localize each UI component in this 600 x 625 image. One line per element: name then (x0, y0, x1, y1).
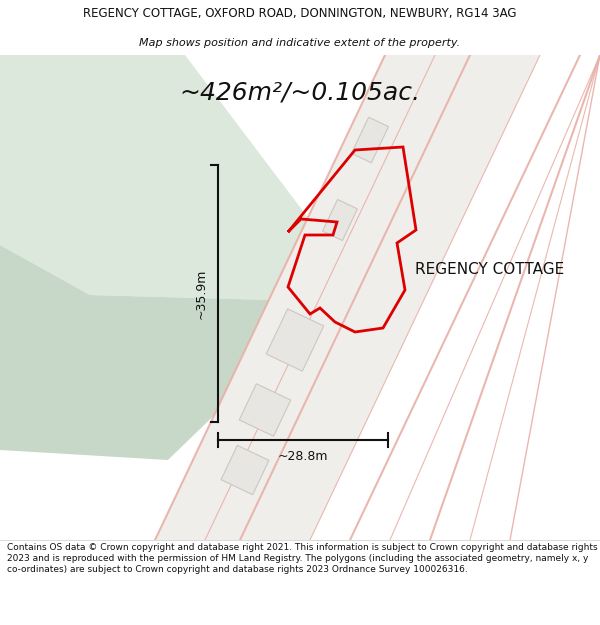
Text: Contains OS data © Crown copyright and database right 2021. This information is : Contains OS data © Crown copyright and d… (7, 542, 598, 574)
Polygon shape (323, 199, 358, 241)
Polygon shape (221, 446, 269, 494)
Text: ~28.8m: ~28.8m (278, 450, 328, 463)
Polygon shape (0, 245, 272, 460)
Polygon shape (266, 309, 324, 371)
Text: ~426m²/~0.105ac.: ~426m²/~0.105ac. (179, 80, 421, 104)
Polygon shape (239, 384, 291, 436)
Polygon shape (155, 55, 540, 540)
Polygon shape (352, 118, 389, 162)
Polygon shape (0, 55, 310, 300)
Text: ~35.9m: ~35.9m (195, 268, 208, 319)
Text: Map shows position and indicative extent of the property.: Map shows position and indicative extent… (139, 38, 461, 48)
Text: REGENCY COTTAGE, OXFORD ROAD, DONNINGTON, NEWBURY, RG14 3AG: REGENCY COTTAGE, OXFORD ROAD, DONNINGTON… (83, 8, 517, 20)
Text: REGENCY COTTAGE: REGENCY COTTAGE (415, 262, 565, 278)
